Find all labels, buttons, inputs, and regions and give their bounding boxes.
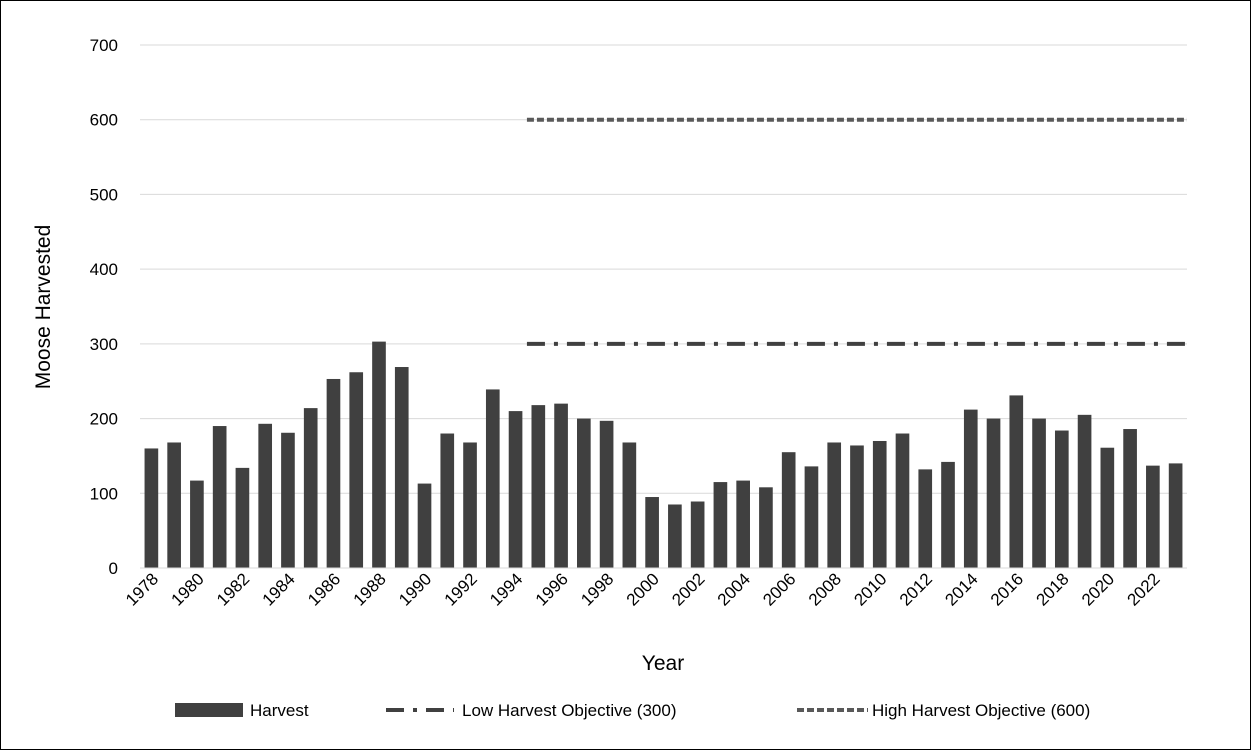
bar-1981 (212, 426, 227, 568)
bar-1986 (326, 378, 341, 568)
bar-2016 (1009, 395, 1024, 568)
x-tick-label: 1978 (122, 569, 162, 609)
gridlines (140, 44, 1187, 494)
bar-1993 (485, 389, 500, 568)
x-tick-label: 1984 (259, 569, 299, 609)
y-tick-label: 700 (90, 36, 118, 55)
harvest-bars (144, 341, 1183, 568)
objective-lines (526, 117, 1187, 346)
bar-1988 (372, 341, 386, 568)
x-tick-label: 2014 (941, 569, 981, 609)
y-tick-label: 100 (90, 484, 118, 503)
bar-2003 (713, 482, 728, 568)
bar-2015 (986, 418, 1001, 568)
y-axis-title: Moose Harvested (32, 225, 55, 390)
bar-2020 (1100, 447, 1115, 568)
y-tick-label: 600 (90, 111, 118, 130)
bar-2009 (850, 445, 864, 568)
bar-2000 (645, 497, 659, 568)
bar-1995 (531, 405, 546, 568)
bar-1992 (463, 442, 477, 568)
x-tick-label: 2008 (805, 569, 845, 609)
bar-2021 (1123, 429, 1137, 568)
bar-1987 (349, 372, 364, 568)
y-tick-label: 300 (90, 335, 118, 354)
bar-2013 (941, 461, 955, 568)
legend-label-harvest: Harvest (250, 701, 309, 720)
y-axis-ticks: 0 100 200 300 400 500 600 700 (90, 36, 118, 578)
bar-2008 (827, 442, 842, 568)
bar-1997 (577, 418, 591, 568)
legend-swatch-harvest (175, 703, 243, 717)
y-tick-label: 400 (90, 260, 118, 279)
legend-label-high-objective: High Harvest Objective (600) (872, 701, 1090, 720)
x-tick-label: 1998 (577, 569, 617, 609)
bar-1994 (508, 411, 523, 568)
bar-1991 (440, 433, 455, 568)
x-axis-ticks: 1978 1980 1982 1984 1986 1988 1990 1992 1994 1996… (122, 569, 1164, 609)
legend: Harvest Low Harvest Objective (300) High… (175, 701, 1090, 720)
bar-1983 (258, 423, 273, 568)
bar-2001 (668, 504, 682, 568)
x-tick-label: 2002 (668, 569, 708, 609)
x-tick-label: 2010 (850, 569, 890, 609)
bar-2002 (690, 501, 705, 568)
x-tick-label: 1982 (213, 569, 253, 609)
bar-2004 (736, 480, 750, 568)
x-tick-label: 2018 (1032, 569, 1072, 609)
bar-1985 (303, 408, 318, 568)
x-axis-title: Year (642, 652, 684, 675)
bar-1980 (190, 480, 204, 568)
x-tick-label: 1990 (395, 569, 435, 609)
bar-2005 (759, 487, 773, 568)
bar-1978 (144, 448, 159, 568)
bar-1996 (554, 403, 568, 568)
x-tick-label: 2016 (987, 569, 1027, 609)
bar-2007 (804, 466, 819, 568)
x-tick-label: 2020 (1078, 569, 1118, 609)
x-tick-label: 2006 (759, 569, 799, 609)
bar-2017 (1032, 418, 1046, 568)
bar-2014 (963, 409, 978, 568)
bar-1989 (394, 367, 409, 568)
bar-2011 (895, 433, 910, 568)
bar-2023 (1168, 463, 1183, 568)
bar-2012 (918, 469, 933, 568)
x-tick-label: 2004 (714, 569, 754, 609)
bar-2010 (872, 440, 887, 568)
x-tick-label: 1988 (350, 569, 390, 609)
bar-2006 (781, 452, 796, 568)
x-tick-label: 1992 (441, 569, 481, 609)
x-tick-label: 1986 (304, 569, 344, 609)
bar-1998 (599, 420, 614, 568)
y-tick-label: 200 (90, 410, 118, 429)
x-tick-label: 2022 (1124, 569, 1164, 609)
bar-1982 (235, 467, 250, 568)
x-tick-label: 1996 (532, 569, 572, 609)
bar-1979 (167, 442, 181, 568)
x-tick-label: 1994 (486, 569, 526, 609)
bar-2019 (1077, 414, 1092, 568)
legend-label-low-objective: Low Harvest Objective (300) (462, 701, 676, 720)
bar-1990 (417, 483, 432, 568)
x-tick-label: 2000 (623, 569, 663, 609)
y-tick-label: 0 (109, 559, 118, 578)
bar-1984 (281, 432, 295, 568)
x-tick-label: 2012 (896, 569, 936, 609)
bar-2018 (1054, 430, 1069, 568)
bar-2022 (1146, 465, 1160, 568)
y-tick-label: 500 (90, 185, 118, 204)
bar-1999 (622, 442, 637, 568)
x-tick-label: 1980 (168, 569, 208, 609)
